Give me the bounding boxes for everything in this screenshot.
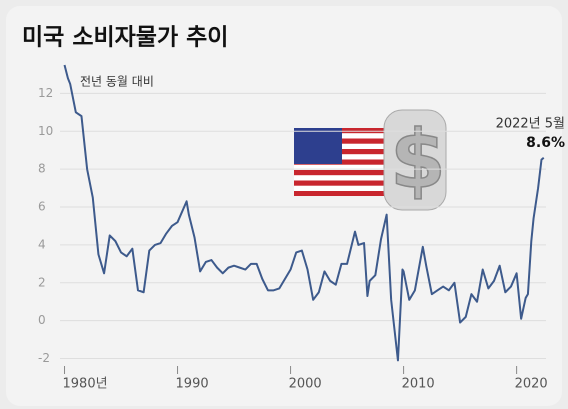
x-tick-label: 1990: [176, 377, 209, 392]
y-tick-label: 2: [38, 275, 46, 289]
flag-icon: [294, 128, 394, 196]
y-tick-label: 10: [38, 124, 53, 138]
card: [6, 6, 562, 406]
x-tick-label: 2000: [289, 377, 322, 392]
y-tick-label: -2: [38, 351, 50, 365]
x-tick-label: 2020: [515, 377, 548, 392]
y-tick-label: 4: [38, 237, 46, 251]
y-tick-label: 8: [38, 162, 46, 176]
y-tick-label: 0: [38, 313, 46, 327]
x-tick-label: 2010: [402, 377, 435, 392]
dollar-icon: $: [383, 109, 447, 211]
series-line: [63, 64, 545, 362]
x-tick-label: 1980년: [63, 377, 108, 392]
y-tick-label: 12: [38, 86, 53, 100]
chart-title: 미국 소비자물가 추이: [22, 25, 228, 51]
svg-text:$: $: [390, 113, 446, 206]
y-axis-label: 전년 동월 대비: [80, 75, 154, 89]
annotation-value: 8.6%: [526, 135, 565, 151]
y-tick-label: 6: [38, 200, 46, 214]
annotation-date: 2022년 5월: [496, 116, 565, 131]
